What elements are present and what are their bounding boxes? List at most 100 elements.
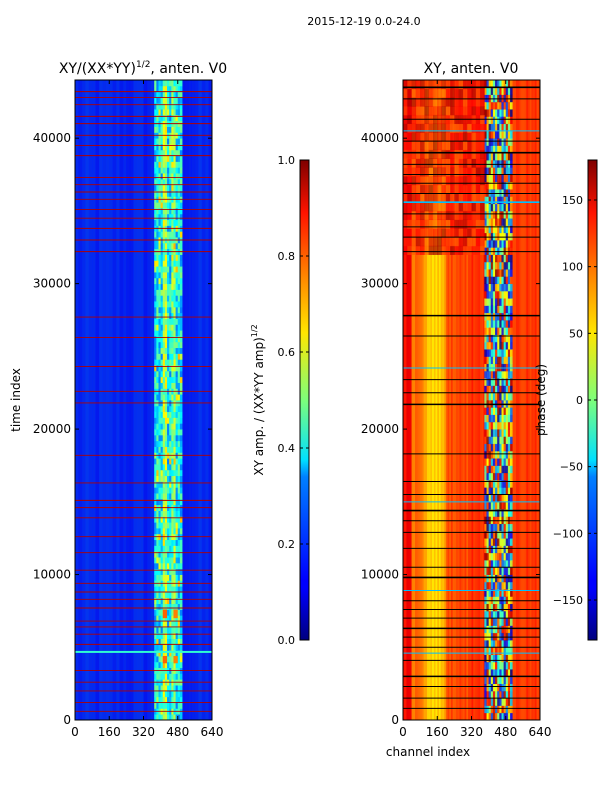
phase-cell	[415, 149, 421, 159]
amplitude-cell	[160, 219, 164, 226]
phase-column	[438, 80, 442, 720]
amplitude-cell	[171, 283, 174, 290]
amplitude-cell	[167, 202, 170, 209]
phase-cell	[492, 341, 496, 350]
amplitude-cell	[173, 97, 177, 104]
phase-cell	[507, 320, 511, 328]
amplitude-cell	[156, 324, 159, 331]
phase-cell	[490, 669, 494, 677]
phase-cell	[505, 312, 509, 321]
amplitude-cell	[160, 336, 164, 343]
amplitude-cell	[169, 656, 172, 663]
amplitude-cell	[164, 190, 168, 197]
phase-cell	[492, 494, 496, 503]
phase-cell	[488, 145, 492, 154]
phase-cell	[475, 106, 481, 116]
amplitude-cell	[175, 202, 179, 209]
phase-cell	[486, 290, 490, 299]
phase-cell	[495, 407, 498, 415]
phase-cell	[486, 189, 490, 197]
amplitude-cell	[156, 568, 159, 575]
phase-cell	[420, 123, 425, 133]
amplitude-cell	[177, 498, 181, 506]
phase-cell	[432, 106, 438, 116]
phase-cell	[441, 132, 447, 142]
amplitude-cell	[171, 475, 174, 482]
amplitude-cell	[171, 469, 174, 477]
phase-cell	[420, 228, 425, 238]
phase-cell	[486, 94, 490, 103]
phase-cell	[484, 392, 487, 401]
amplitude-cell	[154, 365, 157, 372]
phase-cell	[490, 640, 494, 648]
amplitude-cell	[164, 109, 168, 116]
amplitude-cell	[154, 417, 157, 424]
phase-cell	[492, 109, 496, 117]
phase-cell	[484, 487, 487, 495]
phase-cell	[492, 654, 496, 663]
amplitude-cell	[169, 440, 172, 447]
amplitude-cell	[175, 528, 179, 535]
phase-cell	[510, 385, 513, 394]
amplitude-cell	[175, 295, 179, 302]
amplitude-cell	[162, 266, 166, 273]
phase-cell	[499, 80, 502, 88]
amplitude-cell	[160, 487, 164, 494]
phase-cell	[458, 80, 464, 90]
phase-cell	[432, 167, 438, 177]
amplitude-cell	[162, 685, 166, 692]
amplitude-cell	[179, 656, 183, 663]
phase-cell	[445, 237, 451, 247]
phase-cell	[505, 254, 509, 263]
phase-cell	[462, 80, 468, 90]
phase-cell	[492, 610, 496, 619]
phase-cell	[503, 610, 507, 619]
phase-cell	[503, 509, 507, 517]
amplitude-cell	[162, 469, 166, 477]
amplitude-cell	[167, 592, 170, 599]
amplitude-cell	[156, 266, 159, 273]
phase-cell	[492, 276, 496, 285]
amplitude-cell	[171, 103, 174, 110]
amplitude-cell	[177, 202, 181, 209]
phase-cell	[488, 123, 492, 132]
amplitude-cell	[171, 423, 174, 430]
amplitude-cell	[164, 208, 168, 215]
phase-cell	[507, 450, 511, 459]
phase-cell	[505, 240, 509, 248]
amplitude-cell	[156, 109, 159, 116]
amplitude-cell	[175, 376, 179, 383]
phase-cell	[486, 458, 490, 466]
phase-cell	[407, 141, 412, 151]
phase-cell	[495, 327, 498, 335]
phase-cell	[484, 523, 487, 532]
phase-cell	[503, 225, 507, 234]
phase-cell	[507, 298, 511, 306]
phase-column	[516, 80, 519, 720]
phase-cell	[510, 640, 513, 648]
amplitude-cell	[179, 481, 183, 488]
amplitude-cell	[173, 475, 177, 482]
phase-cell	[503, 516, 507, 525]
phase-cell	[505, 647, 509, 655]
phase-cell	[510, 567, 513, 575]
phase-cell	[424, 176, 430, 186]
phase-cell	[495, 669, 498, 677]
phase-cell	[407, 184, 412, 194]
amplitude-cell	[156, 167, 159, 174]
amplitude-cell	[167, 167, 170, 174]
amplitude-cell	[164, 493, 168, 500]
amplitude-cell	[175, 615, 179, 622]
amplitude-cell	[156, 493, 159, 500]
amplitude-cell	[164, 155, 168, 162]
amplitude-cell	[179, 498, 183, 506]
phase-cell	[507, 523, 511, 532]
amplitude-cell	[156, 673, 159, 680]
phase-cell	[505, 545, 509, 554]
amplitude-cell	[171, 498, 174, 506]
amplitude-cell	[175, 405, 179, 413]
phase-panel: XY, anten. V0 0 160 320 480 6400100002000030…	[361, 61, 552, 759]
phase-cell	[495, 160, 498, 168]
amplitude-cell	[154, 149, 157, 157]
phase-cell	[497, 552, 500, 561]
